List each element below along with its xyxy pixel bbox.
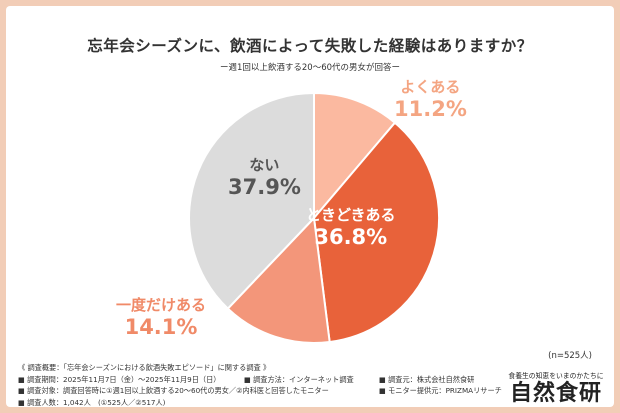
pie-slice-often bbox=[313, 91, 397, 221]
slice-name: 一度だけある bbox=[116, 296, 207, 314]
brand-name: 自然食研 bbox=[509, 380, 602, 406]
slice-percent: 36.8% bbox=[314, 225, 388, 249]
pie-slice-sometimes bbox=[312, 121, 440, 344]
notes-organizer: ■ 調査元：株式会社自然食研 bbox=[379, 374, 475, 384]
sample-size-note: (n=525人) bbox=[548, 351, 592, 361]
slice-name: ない bbox=[249, 156, 280, 174]
brand-logo: 食養生の知恵をいまのかたちに 自然食研 bbox=[506, 370, 606, 406]
notes-heading: 《 調査概要：「忘年会シーズンにおける飲酒失敗エピソード」に関する調査 》 bbox=[18, 363, 271, 372]
notes-period: ■ 調査期間：2025年11月7日（金）～2025年11月9日（日） bbox=[18, 374, 221, 384]
chart-title: 忘年会シーズンに、飲酒によって失敗した経験はありますか？ bbox=[87, 37, 533, 55]
notes-count: ■ 調査人数：1,042人 (①525人／②517人) bbox=[18, 397, 166, 407]
slice-percent: 37.9% bbox=[228, 175, 301, 199]
chart-card: 忘年会シーズンに、飲酒によって失敗した経験はありますか？ ー週1回以上飲酒する2… bbox=[6, 6, 614, 407]
slice-name: よくある bbox=[400, 78, 461, 96]
brand-tagline: 食養生の知恵をいまのかたちに bbox=[508, 372, 604, 380]
slice-label-never: ない 37.9% bbox=[228, 156, 301, 200]
pie-chart bbox=[188, 91, 440, 344]
slice-percent: 11.2% bbox=[394, 97, 467, 121]
survey-notes: 《 調査概要：「忘年会シーズンにおける飲酒失敗エピソード」に関する調査 》 ■ … bbox=[18, 362, 502, 408]
slice-name: ときどきある bbox=[306, 206, 396, 224]
slice-percent: 14.1% bbox=[124, 315, 198, 339]
slice-label-sometimes: ときどきある 36.8% bbox=[306, 206, 396, 250]
slice-label-once: 一度だけある 14.1% bbox=[116, 296, 206, 340]
pie-slice-never bbox=[188, 91, 315, 310]
slice-label-often: よくある 11.2% bbox=[394, 78, 467, 122]
notes-target: ■ 調査対象：調査回答時に①週1回以上飲酒する20～60代の男女／②内科医と回答… bbox=[18, 386, 329, 395]
pie-slice-once bbox=[226, 215, 331, 344]
notes-method: ■ 調査方法：インターネット調査 bbox=[244, 374, 354, 384]
chart-subtitle: ー週1回以上飲酒する20～60代の男女が回答ー bbox=[219, 63, 401, 73]
notes-provider: ■ モニター提供元：PRIZMAリサーチ bbox=[379, 386, 502, 395]
